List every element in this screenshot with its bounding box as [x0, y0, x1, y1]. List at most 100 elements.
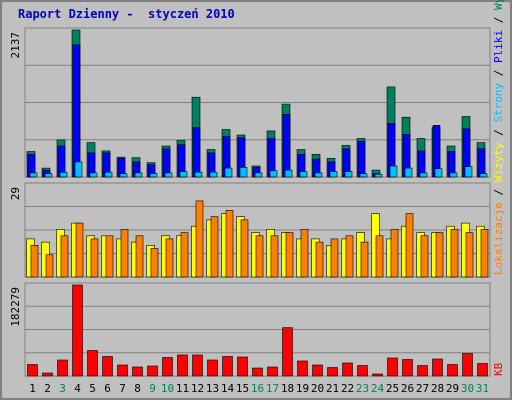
- bar-kb: [237, 356, 248, 377]
- bar-lokalizacje: [120, 229, 129, 278]
- bar-strony: [74, 161, 83, 178]
- bar-pliki: [282, 114, 291, 178]
- bar-lokalizacje: [270, 235, 279, 278]
- bar-lokalizacje: [225, 210, 234, 278]
- x-tick-label: 22: [341, 382, 354, 395]
- bar-strony: [29, 172, 38, 178]
- bar-lokalizacje: [420, 235, 429, 278]
- x-tick-label: 26: [401, 382, 414, 395]
- bar-kb: [102, 356, 113, 377]
- panel-2: 29: [9, 182, 491, 278]
- x-tick-label: 11: [176, 382, 189, 395]
- side-legend-entry: Pliki: [492, 30, 505, 63]
- x-tick-label: 2: [44, 382, 51, 395]
- bar-lokalizacje: [60, 235, 69, 278]
- bar-kb: [132, 366, 143, 377]
- bar-kb: [327, 367, 338, 377]
- bar-lokalizacje: [375, 235, 384, 278]
- bar-kb: [267, 366, 278, 377]
- bar-kb: [57, 359, 68, 377]
- bar-lokalizacje: [135, 235, 144, 278]
- bar-kb: [477, 363, 488, 377]
- side-legend-entry: /: [492, 10, 505, 30]
- bar-strony: [194, 171, 203, 178]
- bar-lokalizacje: [165, 238, 174, 278]
- axis-max-label: 29: [9, 187, 22, 200]
- bar-lokalizacje: [300, 229, 309, 278]
- bar-lokalizacje: [480, 229, 489, 278]
- bar-lokalizacje: [435, 232, 444, 278]
- bar-kb: [387, 357, 398, 377]
- bar-pliki: [357, 140, 366, 178]
- bar-strony: [464, 166, 473, 178]
- panel-1: 2137: [9, 27, 491, 178]
- bar-lokalizacje: [255, 235, 264, 278]
- bar-kb: [117, 364, 128, 377]
- bar-kb: [417, 365, 428, 377]
- bar-strony: [404, 167, 413, 178]
- x-tick-label: 14: [221, 382, 235, 395]
- side-legend-entry: Wizyty: [492, 142, 505, 182]
- side-legend-entry: /: [492, 63, 505, 83]
- bar-lokalizacje: [30, 245, 39, 278]
- bar-kb: [462, 353, 473, 377]
- bar-lokalizacje: [360, 241, 369, 278]
- bar-kb: [192, 354, 203, 377]
- x-tick-label: 29: [446, 382, 459, 395]
- bar-kb: [87, 350, 98, 377]
- side-legend: Lokalizacje / Wizyty / Strony / Pliki / …: [492, 0, 505, 275]
- bar-lokalizacje: [45, 254, 54, 278]
- bar-lokalizacje: [330, 238, 339, 278]
- bar-kb: [162, 357, 173, 377]
- bar-strony: [224, 167, 233, 178]
- bar-kb: [357, 365, 368, 377]
- bar-lokalizacje: [75, 222, 84, 278]
- x-tick-label: 18: [281, 382, 294, 395]
- x-tick-label: 25: [386, 382, 399, 395]
- x-tick-label: 1: [29, 382, 36, 395]
- bar-kb: [372, 373, 383, 377]
- bar-lokalizacje: [240, 219, 249, 278]
- bar-strony: [44, 173, 53, 178]
- x-tick-label: 20: [311, 382, 324, 395]
- side-legend-entry: /: [492, 123, 505, 143]
- bar-strony: [254, 172, 263, 178]
- bar-strony: [419, 172, 428, 178]
- bar-lokalizacje: [345, 235, 354, 278]
- bar-kb: [147, 365, 158, 377]
- bar-strony: [299, 171, 308, 178]
- bar-kb: [72, 284, 83, 377]
- bar-strony: [374, 173, 383, 178]
- bar-strony: [179, 171, 188, 178]
- bar-strony: [119, 173, 128, 178]
- x-tick-label: 6: [104, 382, 111, 395]
- x-tick-label: 8: [134, 382, 141, 395]
- bar-lokalizacje: [315, 241, 324, 278]
- bar-lokalizacje: [450, 229, 459, 278]
- bar-lokalizacje: [405, 213, 414, 278]
- bar-lokalizacje: [465, 232, 474, 278]
- x-tick-label: 3: [59, 382, 66, 395]
- bar-pliki: [477, 148, 486, 178]
- bar-strony: [449, 172, 458, 178]
- side-legend-entry: /: [492, 182, 505, 202]
- bar-strony: [149, 173, 158, 178]
- bar-kb: [42, 372, 53, 377]
- bar-lokalizacje: [195, 200, 204, 278]
- bar-kb: [342, 362, 353, 377]
- bar-lokalizacje: [390, 229, 399, 278]
- bar-strony: [359, 173, 368, 178]
- bar-kb: [432, 358, 443, 377]
- x-tick-label: 28: [431, 382, 444, 395]
- axis-max-label: 182279: [9, 287, 22, 327]
- bar-strony: [239, 167, 248, 178]
- bar-strony: [314, 172, 323, 178]
- bar-pliki: [72, 44, 81, 178]
- x-tick-label: 12: [191, 382, 204, 395]
- x-tick-label: 24: [371, 382, 385, 395]
- bar-strony: [134, 172, 143, 178]
- bar-pliki: [192, 127, 201, 178]
- bar-lokalizacje: [105, 235, 114, 278]
- bar-kb: [27, 364, 38, 377]
